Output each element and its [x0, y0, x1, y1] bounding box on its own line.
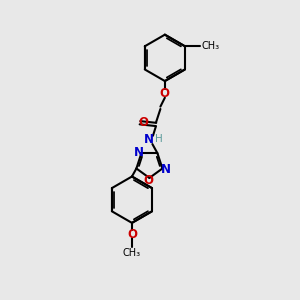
Text: O: O: [160, 87, 170, 100]
Text: O: O: [127, 228, 137, 241]
Text: O: O: [139, 116, 148, 129]
Text: CH₃: CH₃: [201, 41, 219, 51]
Text: N: N: [144, 134, 154, 146]
Text: CH₃: CH₃: [123, 248, 141, 258]
Text: N: N: [160, 163, 170, 176]
Text: H: H: [155, 134, 163, 144]
Text: N: N: [134, 146, 143, 159]
Text: O: O: [143, 174, 153, 187]
